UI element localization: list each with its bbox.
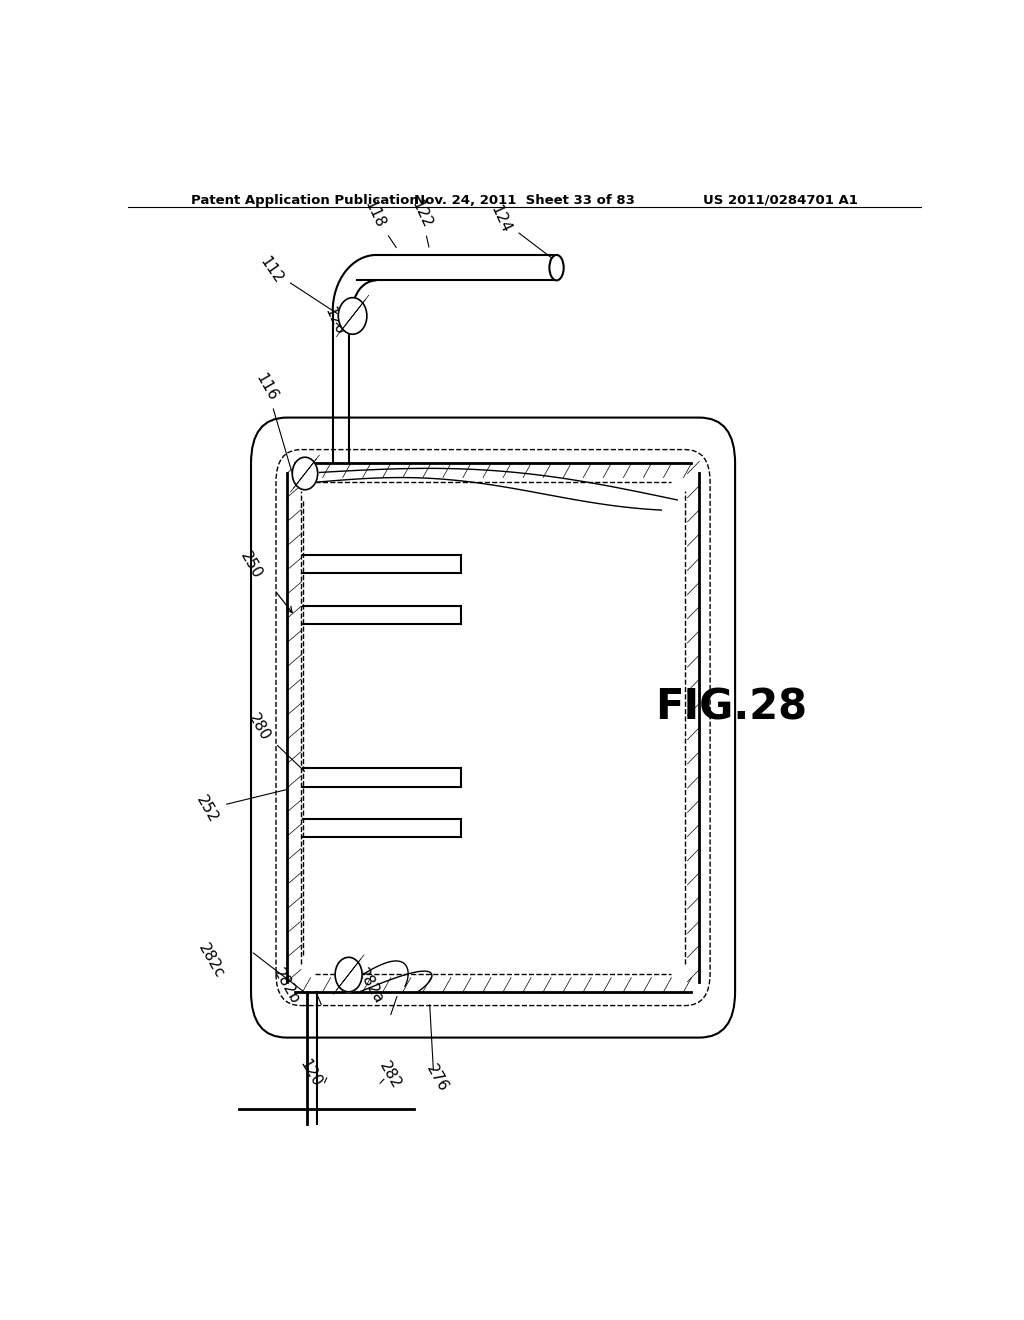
Text: 122: 122 xyxy=(409,198,434,247)
Text: US 2011/0284701 A1: US 2011/0284701 A1 xyxy=(703,194,858,207)
Circle shape xyxy=(335,957,362,991)
Text: 120: 120 xyxy=(297,1057,325,1089)
Text: 280: 280 xyxy=(245,711,304,771)
Text: 124: 124 xyxy=(488,203,562,267)
Text: 282: 282 xyxy=(376,1059,403,1092)
Text: FIG.28: FIG.28 xyxy=(655,686,807,729)
Text: 116: 116 xyxy=(253,371,294,479)
Text: 252: 252 xyxy=(194,789,288,825)
Text: 118: 118 xyxy=(361,198,396,248)
Text: Nov. 24, 2011  Sheet 33 of 83: Nov. 24, 2011 Sheet 33 of 83 xyxy=(415,194,635,207)
Circle shape xyxy=(292,457,317,490)
Ellipse shape xyxy=(550,255,563,280)
Circle shape xyxy=(338,297,367,334)
Text: 282a: 282a xyxy=(354,966,386,1007)
Text: 282b: 282b xyxy=(270,966,303,1007)
Text: 250: 250 xyxy=(238,549,265,581)
Text: 112: 112 xyxy=(256,253,346,319)
Text: Patent Application Publication: Patent Application Publication xyxy=(191,194,419,207)
Text: 282c: 282c xyxy=(196,941,227,981)
Text: 120: 120 xyxy=(322,305,347,338)
Text: 276: 276 xyxy=(424,1061,452,1094)
